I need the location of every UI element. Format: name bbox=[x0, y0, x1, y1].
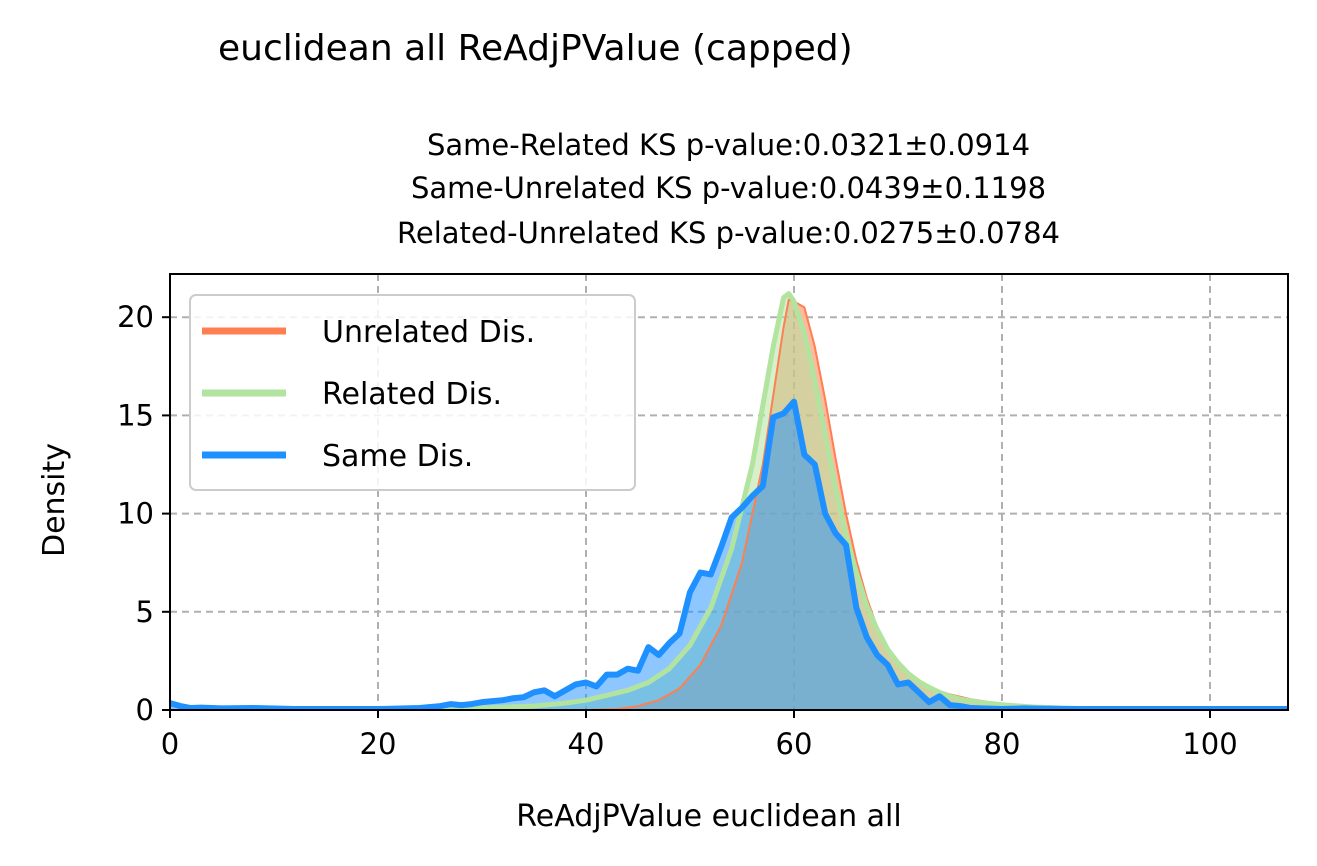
series-group bbox=[170, 291, 1288, 710]
x-tick-label: 100 bbox=[1182, 727, 1237, 761]
chart-title-line-1-text: Same-Related KS p-value:0.0321±0.0914 bbox=[426, 128, 1031, 162]
chart-title-line-2-text: Same-Unrelated KS p-value:0.0439±0.1198 bbox=[410, 171, 1047, 205]
legend-label: Unrelated Dis. bbox=[322, 315, 535, 350]
x-tick-label: 20 bbox=[360, 727, 397, 761]
x-axis-label: ReAdjPValue euclidean all bbox=[516, 799, 901, 834]
chart-suptitle-text: euclidean all ReAdjPValue (capped) bbox=[218, 28, 853, 69]
y-tick-label: 5 bbox=[136, 595, 154, 629]
y-tick-label: 0 bbox=[136, 693, 154, 727]
legend-label: Same Dis. bbox=[322, 439, 473, 474]
plot-frame bbox=[169, 273, 1289, 711]
x-tick-label: 80 bbox=[984, 727, 1021, 761]
chart-title-line-3-text: Related-Unrelated KS p-value:0.0275±0.07… bbox=[397, 216, 1060, 250]
y-tick-label: 10 bbox=[117, 497, 154, 531]
y-tick-label: 15 bbox=[117, 398, 154, 432]
x-tick-label: 0 bbox=[161, 727, 179, 761]
series-line-related-dis bbox=[429, 291, 1288, 710]
x-tick-label: 60 bbox=[776, 727, 813, 761]
x-tick-label: 40 bbox=[568, 727, 605, 761]
y-axis-label: Density bbox=[37, 443, 72, 557]
legend-box bbox=[189, 294, 636, 491]
y-tick-label: 20 bbox=[117, 300, 154, 334]
legend-label: Related Dis. bbox=[322, 377, 502, 412]
series-line-same-dis bbox=[170, 398, 1288, 710]
